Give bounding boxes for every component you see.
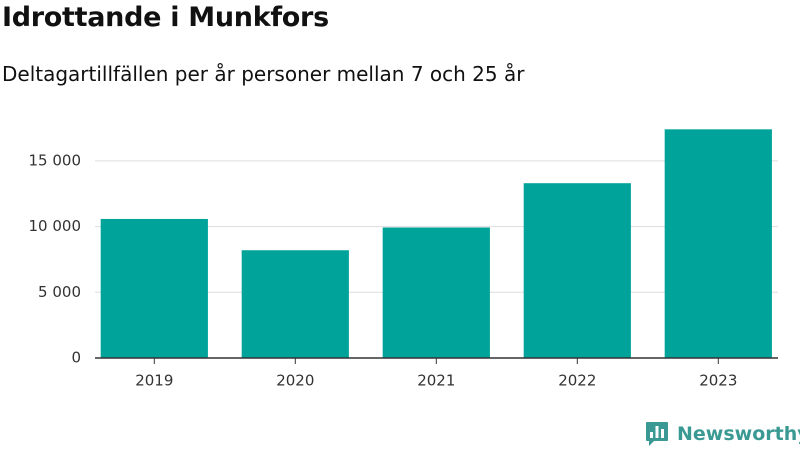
x-tick-label: 2023: [699, 372, 737, 390]
y-tick-label: 5 000: [38, 283, 81, 301]
y-tick-label: 15 000: [29, 151, 82, 169]
y-tick-label: 10 000: [29, 217, 82, 235]
x-tick-label: 2021: [417, 372, 455, 390]
bars: [100, 129, 772, 358]
bar: [523, 183, 631, 358]
bar: [382, 227, 490, 358]
x-tick-label: 2022: [558, 372, 596, 390]
x-tick-label: 2020: [276, 372, 314, 390]
bar: [664, 129, 772, 358]
x-tick-label: 2019: [135, 372, 173, 390]
chart-title: Idrottande i Munkfors: [2, 2, 329, 33]
axes: [95, 357, 778, 364]
bar: [241, 250, 349, 358]
newsworthy-brand: Newsworthy: [645, 420, 800, 448]
bar-chart-speech-bubble-icon: [646, 422, 668, 446]
tick-labels: 0 5 000 10 000 15 000 2019 2020 2021 2022 2023: [29, 151, 738, 389]
bar: [100, 218, 208, 358]
y-tick-label: 0: [71, 349, 81, 367]
brand-name: Newsworthy: [677, 423, 800, 445]
chart-subtitle: Deltagartillfällen per år personer mella…: [2, 62, 525, 86]
